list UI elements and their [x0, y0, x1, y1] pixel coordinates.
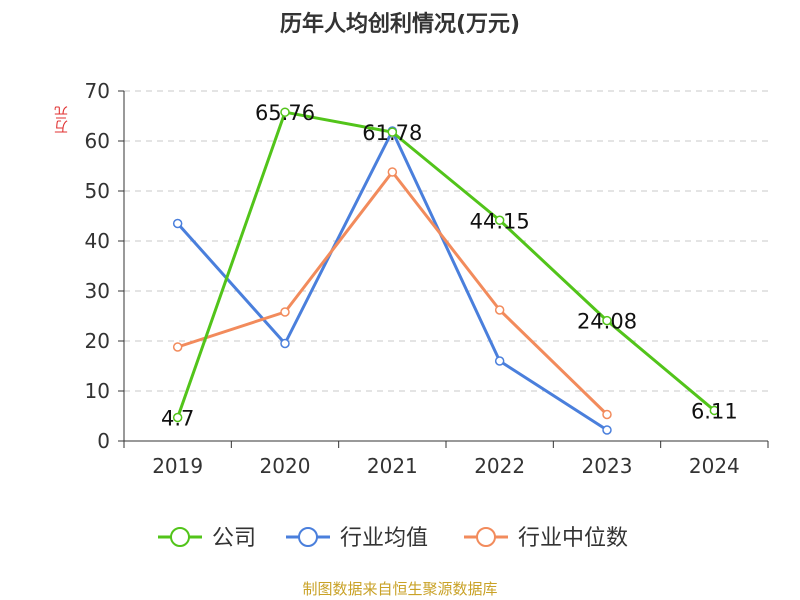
data-point	[280, 307, 290, 317]
legend-item: 行业均值	[286, 526, 428, 551]
data-point	[602, 409, 612, 420]
data-point	[172, 218, 183, 229]
y-tick-label: 60	[85, 129, 110, 153]
data-point	[494, 215, 505, 225]
legend-label: 行业均值	[340, 526, 428, 551]
data-point	[280, 107, 290, 117]
legend-label: 行业中位数	[518, 526, 628, 551]
data-label: 6.11	[691, 399, 738, 423]
legend-item: 行业中位数	[464, 526, 628, 551]
data-point	[172, 412, 183, 423]
data-point	[494, 305, 505, 315]
x-tick-label: 2020	[260, 454, 311, 478]
y-tick-label: 10	[85, 379, 110, 403]
data-label: 4.7	[161, 407, 194, 431]
y-tick-label: 40	[85, 229, 110, 253]
series-line-0	[176, 110, 716, 418]
series-line-2	[177, 170, 609, 416]
y-tick-label: 70	[85, 79, 110, 103]
legend-label: 公司	[212, 526, 256, 551]
data-point	[709, 405, 720, 416]
y-tick-label: 50	[85, 179, 110, 203]
data-point	[602, 315, 612, 326]
x-tick-label: 2023	[582, 454, 633, 478]
y-tick-label: 30	[85, 279, 110, 303]
data-point	[280, 338, 290, 349]
chart-title: 历年人均创利情况(万元)	[279, 12, 521, 37]
data-label: 24.08	[577, 310, 637, 334]
data-label: 61.78	[362, 121, 422, 145]
data-point	[494, 356, 505, 366]
data-label: 65.76	[255, 101, 315, 125]
y-tick-label: 0	[97, 429, 110, 453]
legend-marker	[170, 527, 190, 547]
data-point	[602, 425, 612, 435]
data-point	[387, 127, 398, 137]
data-point	[387, 167, 398, 177]
y-tick-label: 20	[85, 329, 110, 353]
legend-marker	[476, 527, 496, 547]
x-tick-label: 2019	[152, 454, 203, 478]
x-tick-label: 2024	[689, 454, 740, 478]
legend-marker	[298, 527, 318, 547]
legend-item: 公司	[158, 526, 256, 551]
data-point	[172, 342, 183, 352]
x-tick-label: 2022	[474, 454, 525, 478]
data-source-footer: 制图数据来自恒生聚源数据库	[302, 580, 498, 598]
x-tick-label: 2021	[367, 454, 418, 478]
data-label: 44.15	[470, 209, 530, 233]
